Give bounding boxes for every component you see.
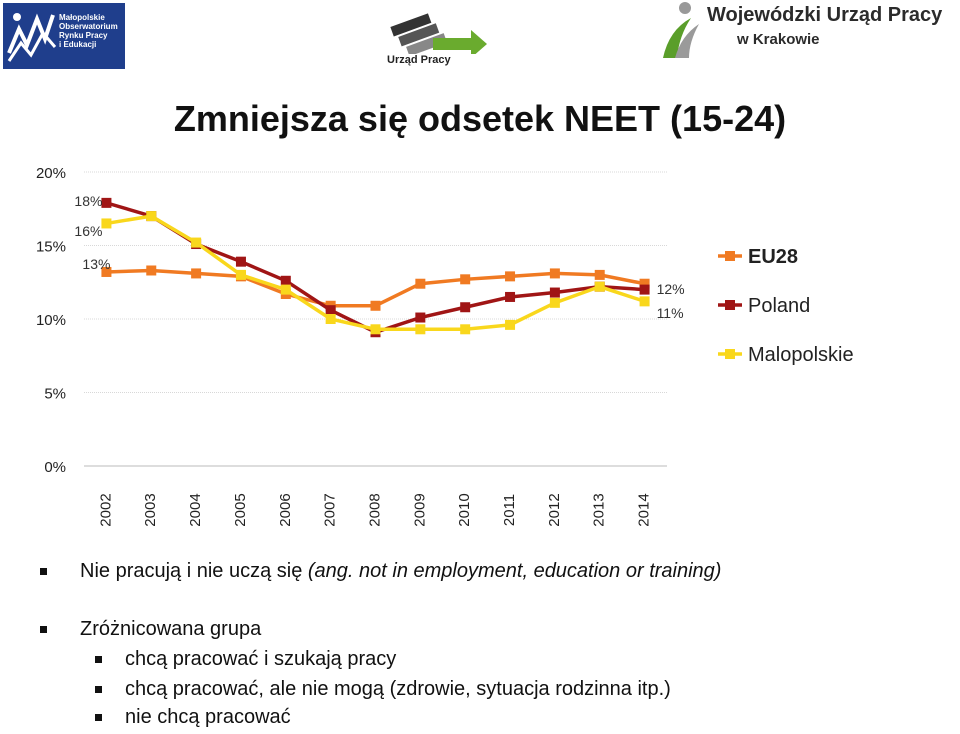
data-point (549, 297, 560, 308)
data-point (235, 256, 246, 267)
series-line (105, 201, 645, 335)
sub-bullet-text: chcą pracować, ale nie mogą (zdrowie, sy… (125, 678, 671, 700)
sub-bullet-text: nie chcą pracować (125, 706, 291, 728)
bullet-square-icon (95, 656, 102, 663)
data-point (460, 274, 471, 285)
data-point (639, 284, 650, 295)
data-point (460, 302, 471, 313)
data-point (370, 324, 381, 335)
data-point (325, 314, 336, 324)
x-tick-label: 2009 (411, 493, 428, 526)
data-point (191, 237, 202, 248)
bullet-square-icon (95, 686, 102, 693)
logo-right-subtitle: w Krakowie (737, 31, 820, 48)
data-point (146, 265, 157, 276)
data-point (280, 275, 291, 286)
x-tick-label: 2010 (456, 493, 473, 526)
legend-marker (725, 251, 735, 261)
data-label: 11% (657, 305, 684, 321)
data-point (639, 296, 650, 307)
bullet-square-icon (95, 714, 102, 721)
data-point (370, 300, 381, 311)
data-point (639, 278, 650, 289)
logo-urzad-pracy: Urząd Pracy (383, 4, 493, 70)
logo-left-line: Małopolskie (59, 13, 105, 22)
x-tick-label: 2012 (546, 493, 563, 526)
y-tick-label: 0% (44, 459, 66, 476)
bullet-square-icon (40, 626, 47, 633)
data-point (325, 305, 336, 316)
slide-title: Zmniejsza się odsetek NEET (15-24) (173, 98, 787, 139)
y-tick-label: 20% (36, 165, 66, 182)
logo-left-line: Obserwatorium (59, 22, 118, 31)
legend-label: Poland (748, 295, 810, 317)
x-tick-label: 2003 (142, 493, 159, 526)
x-tick-label: 2008 (366, 493, 383, 526)
data-point (415, 312, 426, 323)
wup-logo-icon (663, 2, 699, 58)
urzad-pracy-logo-icon (390, 13, 487, 58)
x-tick-label: 2005 (232, 493, 249, 526)
data-point (594, 269, 605, 280)
x-tick-label: 2011 (501, 494, 518, 526)
data-point (415, 278, 426, 289)
logo-left-line: i Edukacji (59, 40, 97, 49)
data-point (101, 266, 112, 277)
logo-wup: Wojewódzki Urząd Pracy w Krakowie (655, 0, 960, 66)
data-point (415, 324, 426, 335)
logo-left-line: Rynku Pracy (59, 31, 108, 40)
y-tick-label: 15% (36, 239, 66, 256)
data-point (549, 268, 560, 279)
data-point (460, 324, 471, 335)
bullet-square-icon (40, 568, 47, 575)
sub-bullet-text: chcą pracować i szukają pracy (125, 648, 397, 670)
data-point (549, 287, 560, 298)
bullet-text-italic: (ang. not in employment, education or tr… (307, 560, 722, 582)
data-label: 12% (657, 281, 685, 297)
data-point (594, 281, 605, 292)
observatory-logo-icon (7, 13, 57, 62)
data-point (101, 197, 112, 208)
data-point (505, 319, 516, 330)
x-tick-label: 2004 (187, 493, 204, 526)
data-point (101, 218, 112, 229)
data-point (146, 211, 157, 222)
data-label: 16% (74, 223, 102, 239)
x-tick-label: 2013 (591, 493, 608, 526)
data-point (280, 284, 291, 295)
x-tick-label: 2014 (636, 493, 653, 526)
legend-label: Malopolskie (748, 344, 854, 366)
data-label: 18% (74, 193, 102, 209)
data-point (505, 271, 516, 282)
data-point (235, 269, 246, 280)
x-tick-label: 2006 (277, 493, 294, 526)
data-point (191, 268, 202, 279)
logo-observatory: Małopolskie Obserwatorium Rynku Pracy i … (3, 3, 125, 69)
y-tick-label: 10% (36, 312, 66, 329)
x-tick-label: 2002 (97, 493, 114, 526)
bullet-text: Nie pracują i nie uczą się (80, 560, 308, 582)
data-point (505, 291, 516, 302)
neet-line-chart: 0% 5% 10% 15% 20% 2002 2003 2004 2005 2006 2007 200… (36, 165, 854, 527)
bullet-text: Zróżnicowana grupa (80, 618, 262, 640)
legend-marker (725, 300, 735, 310)
data-label: 13% (82, 256, 110, 272)
logo-mid-text: Urząd Pracy (387, 54, 451, 66)
logo-right-title: Wojewódzki Urząd Pracy (707, 4, 943, 26)
y-tick-label: 5% (44, 386, 66, 403)
legend-label: EU28 (748, 246, 798, 268)
legend-marker (725, 349, 735, 359)
x-tick-label: 2007 (322, 493, 339, 526)
